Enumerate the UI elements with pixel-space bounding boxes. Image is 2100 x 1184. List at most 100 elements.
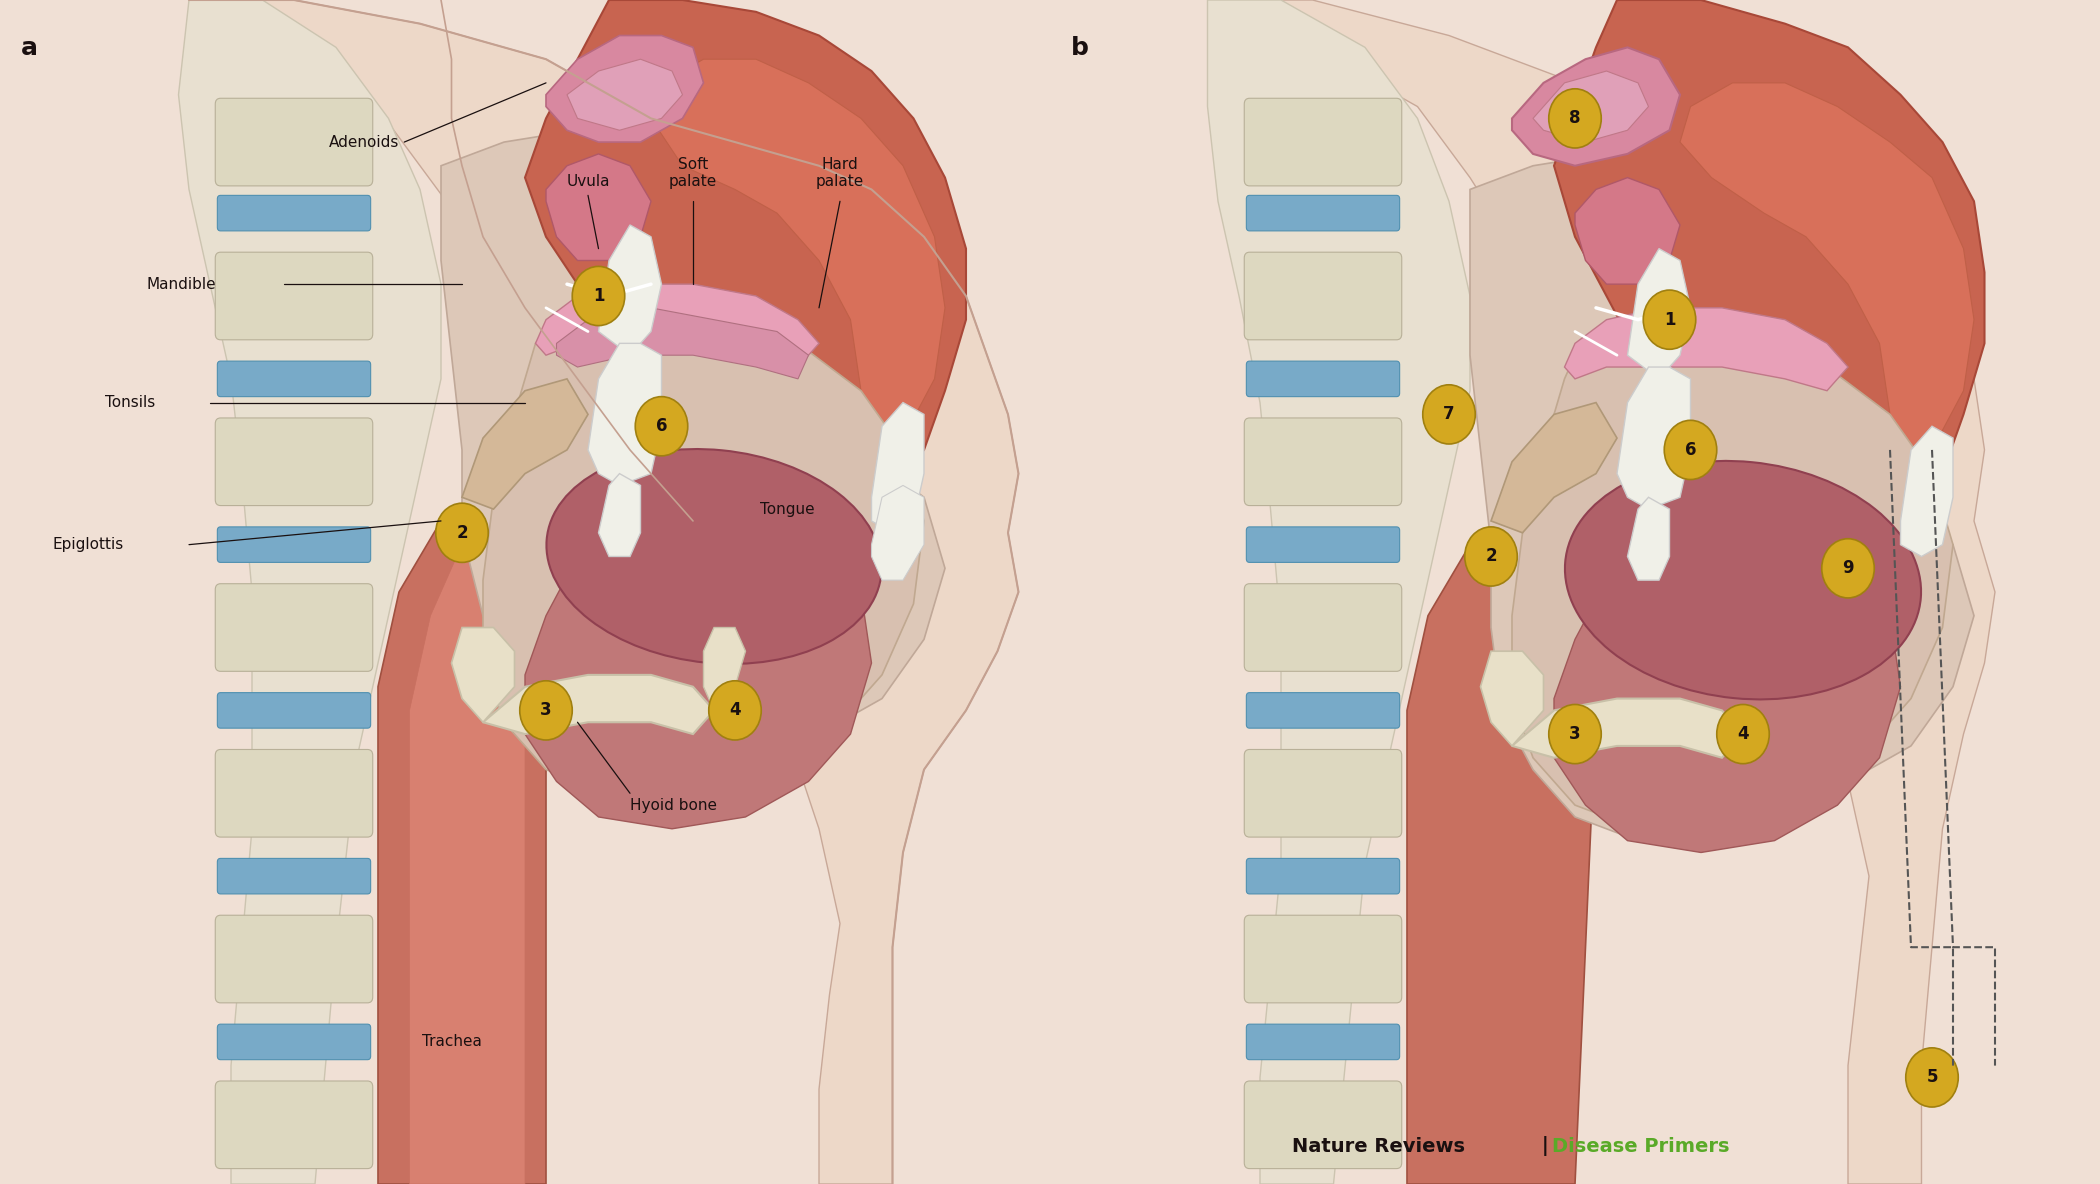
Ellipse shape xyxy=(546,449,882,664)
Text: 5: 5 xyxy=(1926,1068,1938,1087)
Circle shape xyxy=(1466,527,1516,586)
Text: 6: 6 xyxy=(1684,440,1697,459)
Polygon shape xyxy=(410,521,546,1184)
Text: Nature Reviews: Nature Reviews xyxy=(1292,1137,1464,1156)
FancyBboxPatch shape xyxy=(1245,1024,1401,1060)
Polygon shape xyxy=(1680,83,1974,497)
Text: |: | xyxy=(1535,1137,1556,1156)
Polygon shape xyxy=(556,308,808,379)
Text: Mandible: Mandible xyxy=(147,277,216,291)
Text: 7: 7 xyxy=(1443,405,1455,424)
FancyBboxPatch shape xyxy=(1243,584,1403,671)
Text: 4: 4 xyxy=(729,701,741,720)
Circle shape xyxy=(1663,420,1718,480)
Circle shape xyxy=(710,681,760,740)
Polygon shape xyxy=(1533,71,1648,142)
Circle shape xyxy=(1642,290,1697,349)
Text: 6: 6 xyxy=(655,417,668,436)
Polygon shape xyxy=(378,497,567,1184)
Text: Tongue: Tongue xyxy=(760,502,815,516)
Polygon shape xyxy=(1480,651,1544,746)
Text: Tonsils: Tonsils xyxy=(105,395,155,410)
Text: Hard
palate: Hard palate xyxy=(817,157,863,189)
Polygon shape xyxy=(1575,178,1680,284)
FancyBboxPatch shape xyxy=(218,195,370,231)
Polygon shape xyxy=(588,343,662,485)
FancyBboxPatch shape xyxy=(218,527,370,562)
Polygon shape xyxy=(546,154,651,260)
Circle shape xyxy=(1424,385,1474,444)
Text: 1: 1 xyxy=(1663,310,1676,329)
Text: 3: 3 xyxy=(540,701,552,720)
FancyBboxPatch shape xyxy=(1243,749,1403,837)
Polygon shape xyxy=(704,628,745,710)
FancyBboxPatch shape xyxy=(1245,693,1401,728)
FancyBboxPatch shape xyxy=(1245,195,1401,231)
Circle shape xyxy=(1823,539,1873,598)
Circle shape xyxy=(1550,704,1600,764)
Polygon shape xyxy=(1491,403,1617,533)
Circle shape xyxy=(634,397,689,456)
FancyBboxPatch shape xyxy=(1243,252,1403,340)
Text: 8: 8 xyxy=(1569,109,1581,128)
Polygon shape xyxy=(1554,0,1984,533)
Polygon shape xyxy=(483,296,924,793)
Polygon shape xyxy=(525,0,966,509)
FancyBboxPatch shape xyxy=(214,418,374,506)
Polygon shape xyxy=(452,628,514,722)
Polygon shape xyxy=(1512,47,1680,166)
Text: 1: 1 xyxy=(592,287,605,305)
FancyBboxPatch shape xyxy=(1243,915,1403,1003)
Text: Adenoids: Adenoids xyxy=(328,135,399,149)
FancyBboxPatch shape xyxy=(1245,361,1401,397)
FancyBboxPatch shape xyxy=(218,693,370,728)
Polygon shape xyxy=(462,379,588,509)
Polygon shape xyxy=(1628,497,1670,580)
FancyBboxPatch shape xyxy=(218,361,370,397)
FancyBboxPatch shape xyxy=(1243,98,1403,186)
FancyBboxPatch shape xyxy=(1245,527,1401,562)
Polygon shape xyxy=(1208,0,1470,1184)
Polygon shape xyxy=(651,59,945,474)
Circle shape xyxy=(571,266,626,326)
Polygon shape xyxy=(1470,154,1974,841)
Polygon shape xyxy=(1617,367,1690,509)
FancyBboxPatch shape xyxy=(218,1024,370,1060)
Polygon shape xyxy=(189,0,1018,1184)
FancyBboxPatch shape xyxy=(214,584,374,671)
FancyBboxPatch shape xyxy=(1243,418,1403,506)
Text: 2: 2 xyxy=(1485,547,1497,566)
Polygon shape xyxy=(1564,308,1848,391)
Polygon shape xyxy=(872,485,924,580)
Polygon shape xyxy=(546,36,704,142)
Text: a: a xyxy=(21,36,38,59)
Polygon shape xyxy=(1900,426,1953,556)
Polygon shape xyxy=(483,675,714,734)
FancyBboxPatch shape xyxy=(214,98,374,186)
Polygon shape xyxy=(567,59,682,130)
Circle shape xyxy=(1550,89,1600,148)
FancyBboxPatch shape xyxy=(1245,858,1401,894)
FancyBboxPatch shape xyxy=(214,915,374,1003)
Circle shape xyxy=(521,681,571,740)
Polygon shape xyxy=(1512,320,1953,829)
Circle shape xyxy=(1718,704,1768,764)
FancyBboxPatch shape xyxy=(218,858,370,894)
Polygon shape xyxy=(178,0,441,1184)
Text: Soft
palate: Soft palate xyxy=(670,157,716,189)
Ellipse shape xyxy=(1564,461,1922,700)
FancyBboxPatch shape xyxy=(214,749,374,837)
Text: 2: 2 xyxy=(456,523,468,542)
Polygon shape xyxy=(441,130,945,770)
Text: Disease Primers: Disease Primers xyxy=(1552,1137,1730,1156)
Text: Hyoid bone: Hyoid bone xyxy=(630,798,716,812)
Text: Trachea: Trachea xyxy=(422,1035,481,1049)
Text: b: b xyxy=(1071,36,1090,59)
Polygon shape xyxy=(525,485,872,829)
Text: 3: 3 xyxy=(1569,725,1581,744)
Circle shape xyxy=(1907,1048,1957,1107)
FancyBboxPatch shape xyxy=(214,1081,374,1169)
Polygon shape xyxy=(1628,249,1690,379)
Text: Uvula: Uvula xyxy=(567,174,609,189)
Circle shape xyxy=(437,503,487,562)
